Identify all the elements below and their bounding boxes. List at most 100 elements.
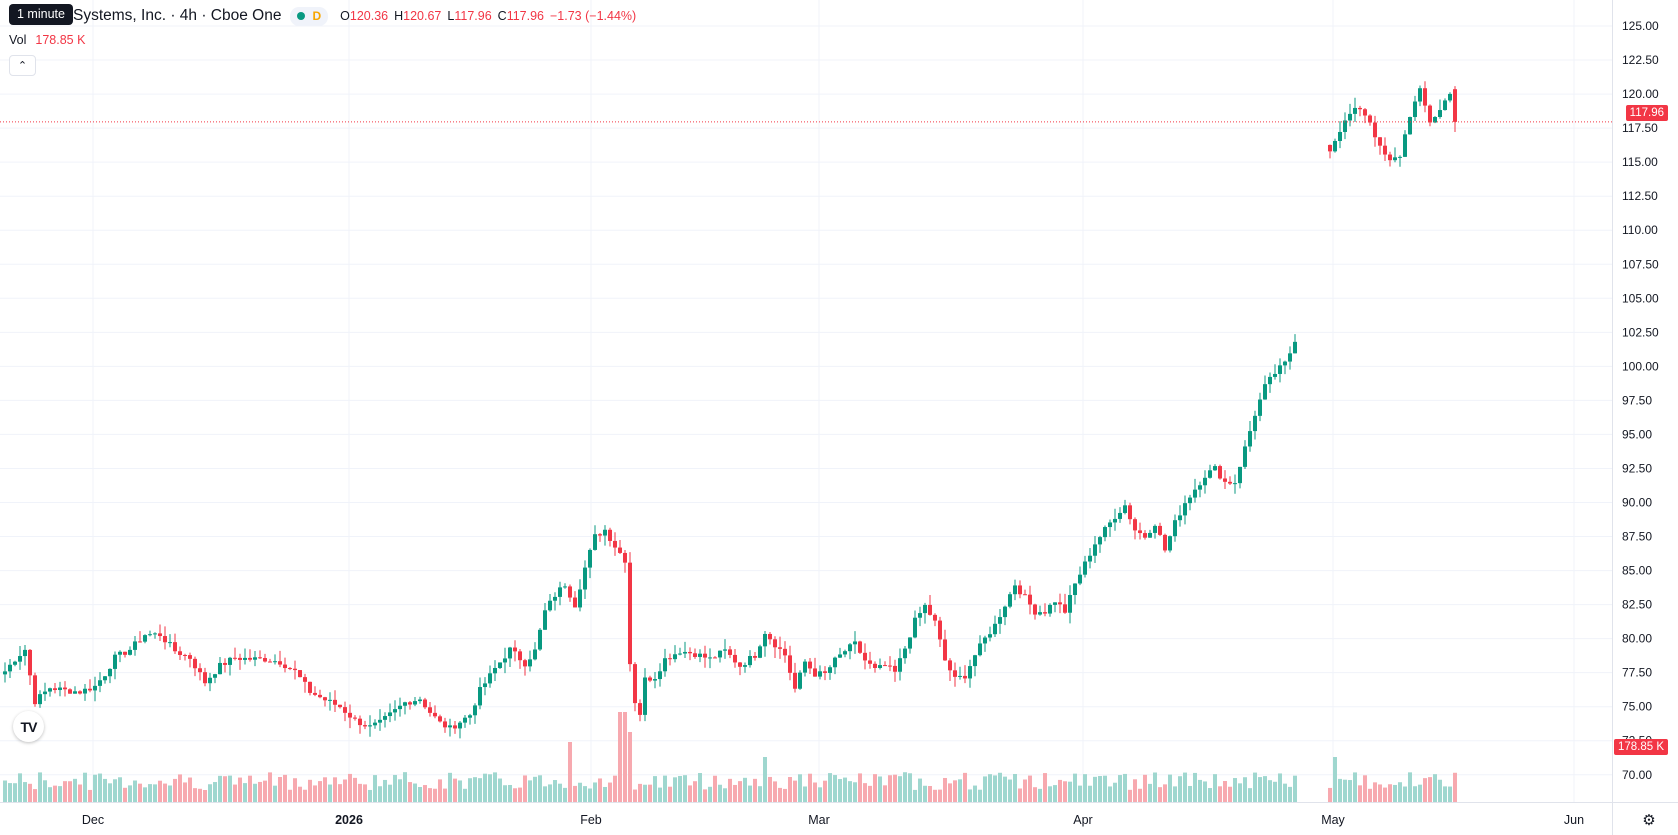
- volume-bar: [813, 782, 817, 802]
- volume-bar: [413, 783, 417, 802]
- ohlc-values: O120.36 H120.67 L117.96 C117.96 −1.73 (−…: [340, 9, 636, 23]
- volume-bar: [73, 778, 77, 802]
- volume-bar: [913, 789, 917, 802]
- candle-body: [178, 651, 182, 655]
- candle-body: [908, 637, 912, 649]
- candle-body: [758, 646, 762, 658]
- candle-body: [1238, 466, 1242, 484]
- grid-lines: [0, 0, 1612, 802]
- candle-body: [1043, 612, 1047, 614]
- candle-body: [213, 674, 217, 678]
- volume-bar: [1118, 775, 1122, 802]
- volume-bar: [878, 776, 882, 802]
- volume-bar: [1283, 783, 1287, 802]
- candle-body: [1398, 156, 1402, 158]
- tradingview-logo[interactable]: TV: [13, 711, 44, 742]
- candle-body: [1343, 120, 1347, 132]
- close-value: 117.96: [506, 9, 544, 23]
- candle-body: [738, 662, 742, 667]
- legend: Systems, Inc. · 4h · Cboe One D O120.36 …: [9, 6, 636, 26]
- price-axis-label: 80.00: [1622, 632, 1652, 646]
- candle-body: [158, 633, 162, 637]
- volume-bar: [3, 780, 7, 802]
- volume-bar: [268, 772, 272, 802]
- candle-body: [313, 692, 317, 695]
- candle-body: [308, 681, 312, 693]
- candle-body: [238, 657, 242, 660]
- candle-body: [408, 702, 412, 705]
- volume-bar: [388, 784, 392, 802]
- candle-body: [1233, 483, 1237, 485]
- volume-bar: [753, 778, 757, 802]
- candle-body: [203, 672, 207, 684]
- volume-bar: [928, 786, 932, 802]
- volume-bar: [1168, 774, 1172, 802]
- volume-bar: [1198, 779, 1202, 802]
- volume-bar: [898, 776, 902, 802]
- volume-bar: [248, 775, 252, 802]
- candle-body: [523, 660, 527, 667]
- candle-body: [1128, 505, 1132, 520]
- price-axis-label: 75.00: [1622, 700, 1652, 714]
- volume-bar: [653, 776, 657, 802]
- candle-body: [978, 643, 982, 656]
- candle-body: [903, 648, 907, 659]
- candle-body: [678, 653, 682, 655]
- candle-body: [1353, 107, 1357, 114]
- candle-body: [448, 725, 452, 728]
- volume-bar: [1388, 784, 1392, 802]
- symbol-title[interactable]: Systems, Inc. · 4h · Cboe One: [73, 7, 282, 24]
- volume-bar: [68, 781, 72, 802]
- candle-body: [1368, 115, 1372, 123]
- market-status[interactable]: D: [290, 6, 329, 26]
- volume-bar: [1428, 777, 1432, 802]
- time-axis-labels: Dec 2026 Feb Mar Apr May Jun: [82, 813, 1584, 827]
- candle-body: [993, 623, 997, 635]
- candle-body: [208, 677, 212, 684]
- candle-body: [778, 647, 782, 649]
- volume-bar: [613, 775, 617, 802]
- volume-bar: [483, 773, 487, 802]
- volume-bar: [758, 786, 762, 802]
- candle-body: [1403, 134, 1407, 157]
- candle-body: [823, 671, 827, 673]
- candle-body: [23, 649, 27, 657]
- volume-bar: [223, 776, 227, 802]
- candle-body: [1443, 100, 1447, 111]
- candle-body: [943, 639, 947, 661]
- candle-body: [608, 529, 612, 541]
- candle-body: [163, 636, 167, 643]
- volume-bar: [443, 788, 447, 802]
- candle-body: [538, 629, 542, 650]
- volume-bar: [603, 786, 607, 802]
- volume-bar: [98, 773, 102, 802]
- candle-body: [743, 665, 747, 667]
- volume-bar: [298, 786, 302, 802]
- volume-bar: [1438, 779, 1442, 802]
- volume-label[interactable]: Vol: [9, 33, 27, 47]
- candle-body: [643, 677, 647, 715]
- volume-bar: [1058, 779, 1062, 802]
- volume-bar: [798, 774, 802, 802]
- candle-body: [53, 688, 57, 691]
- candle-body: [948, 660, 952, 671]
- last-volume-tag: 178.85 K: [1613, 739, 1668, 755]
- candle-body: [1163, 534, 1167, 551]
- gear-icon[interactable]: ⚙: [1642, 812, 1656, 829]
- volume-bar: [698, 773, 702, 802]
- candle-body: [1148, 532, 1152, 538]
- candle-body: [533, 649, 537, 660]
- volume-bar: [658, 787, 662, 802]
- volume-bar: [183, 782, 187, 802]
- volume-bar: [638, 783, 642, 802]
- volume-bar: [143, 787, 147, 802]
- high-label: H: [394, 9, 404, 23]
- candle-body: [518, 651, 522, 661]
- volume-bar: [968, 789, 972, 802]
- candle-body: [1133, 519, 1137, 531]
- volume-bar: [993, 775, 997, 802]
- candle-body: [963, 675, 967, 679]
- volume-bar: [1138, 788, 1142, 802]
- collapse-legend-button[interactable]: ⌃: [9, 55, 36, 76]
